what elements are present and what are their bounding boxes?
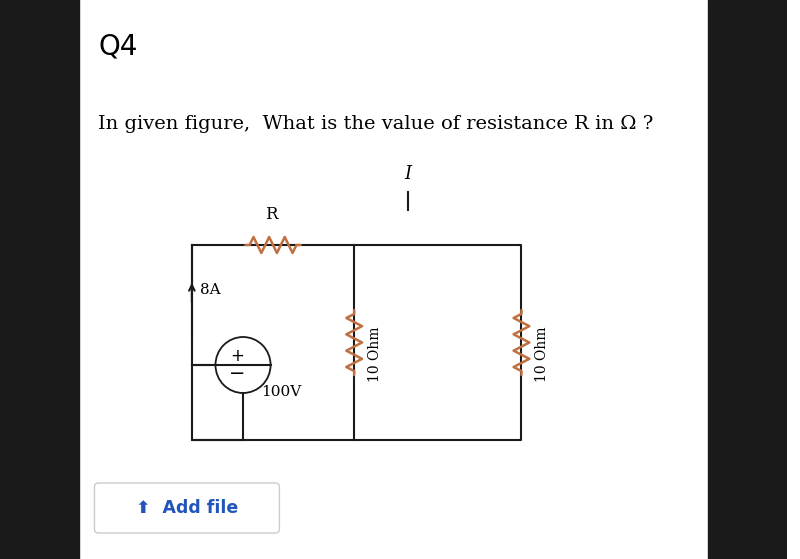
Text: In given figure,  What is the value of resistance R in Ω ?: In given figure, What is the value of re… (98, 115, 654, 133)
Text: 10 Ohm: 10 Ohm (535, 327, 550, 382)
Text: ⬆  Add file: ⬆ Add file (136, 499, 238, 517)
FancyBboxPatch shape (94, 483, 279, 533)
Text: 100V: 100V (261, 385, 301, 399)
Text: 8A: 8A (200, 283, 220, 297)
Text: −: − (229, 364, 246, 383)
Text: R: R (265, 206, 278, 223)
Text: I: I (405, 165, 412, 183)
Text: 10 Ohm: 10 Ohm (368, 327, 382, 382)
Text: +: + (230, 347, 244, 365)
Text: Q4: Q4 (98, 32, 138, 60)
